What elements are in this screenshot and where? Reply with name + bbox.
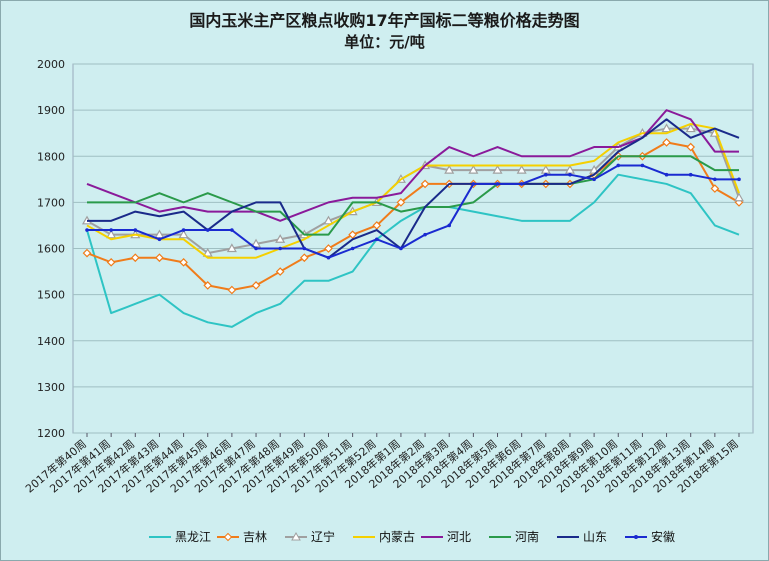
legend-label-内蒙古: 内蒙古 (379, 529, 415, 544)
chart-subtitle: 单位：元/吨 (344, 33, 425, 51)
data-point (326, 255, 331, 260)
y-tick-label: 1300 (37, 381, 65, 394)
data-point (275, 267, 285, 276)
y-tick-label: 1700 (37, 196, 65, 209)
data-point (157, 237, 162, 242)
data-point (106, 229, 117, 239)
data-point (471, 182, 476, 186)
legend-label-山东: 山东 (583, 530, 607, 544)
data-point (396, 198, 406, 207)
data-point (592, 177, 596, 182)
legend-label-河北: 河北 (447, 530, 471, 544)
data-point (227, 285, 237, 295)
data-point (202, 247, 213, 257)
data-point (179, 257, 188, 267)
data-point (713, 177, 717, 182)
data-point (348, 230, 357, 240)
data-point (181, 228, 186, 232)
data-point (205, 228, 210, 232)
data-point (420, 179, 430, 189)
data-point (544, 172, 548, 177)
series-line-内蒙古 (86, 122, 740, 259)
series-line-黑龙江 (86, 173, 740, 328)
data-point (589, 164, 600, 174)
series-line-河南 (87, 155, 739, 236)
data-point (226, 243, 237, 253)
data-point (82, 248, 92, 258)
data-point (495, 182, 500, 186)
data-point (661, 123, 672, 133)
data-point (251, 281, 261, 290)
legend-label-辽宁: 辽宁 (311, 529, 335, 544)
data-point (492, 164, 503, 174)
y-tick-label: 1400 (37, 335, 65, 348)
data-point (106, 257, 116, 267)
y-tick-label: 1800 (37, 150, 65, 163)
data-point (423, 232, 427, 237)
data-point (516, 164, 527, 174)
data-point (686, 142, 696, 152)
data-point (640, 163, 645, 168)
data-point (616, 163, 621, 168)
data-point (444, 164, 455, 174)
data-point (254, 246, 258, 251)
legend-label-安徽: 安徽 (651, 529, 675, 544)
data-point (737, 177, 741, 182)
data-point (230, 228, 234, 232)
legend-marker (634, 535, 638, 539)
data-point (688, 172, 693, 177)
y-tick-label: 1900 (37, 104, 65, 117)
y-tick-label: 1200 (37, 427, 65, 440)
data-point (278, 246, 282, 251)
data-point (155, 253, 164, 263)
data-point (447, 223, 452, 228)
y-tick-label: 1500 (37, 289, 65, 302)
data-point (519, 182, 524, 186)
data-point (275, 234, 286, 243)
data-point (372, 221, 382, 230)
series-line-山东 (87, 118, 740, 259)
data-point (130, 253, 140, 263)
data-point (323, 215, 334, 225)
data-point (468, 164, 479, 174)
data-point (374, 237, 379, 242)
y-tick-label: 1600 (37, 243, 65, 256)
chart-title: 国内玉米主产区粮点收购17年产国标二等粮价格走势图 (189, 11, 580, 30)
data-point (685, 123, 696, 133)
y-tick-label: 2000 (37, 58, 65, 71)
data-point (85, 228, 89, 232)
data-point (568, 172, 572, 177)
data-point (178, 229, 189, 239)
data-point (299, 253, 309, 263)
legend-label-河南: 河南 (515, 529, 539, 544)
data-point (203, 281, 213, 290)
data-point (710, 184, 720, 193)
legend-label-黑龙江: 黑龙江 (175, 530, 211, 544)
data-point (399, 246, 403, 251)
series-line-河北 (86, 109, 739, 222)
legend-marker (223, 532, 233, 542)
legend-label-吉林: 吉林 (243, 530, 267, 544)
data-point (302, 246, 307, 251)
series-line-安徽 (87, 164, 739, 259)
data-point (324, 244, 333, 253)
data-point (109, 228, 113, 232)
data-point (662, 138, 671, 147)
data-point (733, 192, 745, 202)
data-point (350, 246, 355, 251)
legend-marker (291, 531, 301, 541)
data-point (664, 172, 669, 177)
data-point (133, 228, 138, 232)
